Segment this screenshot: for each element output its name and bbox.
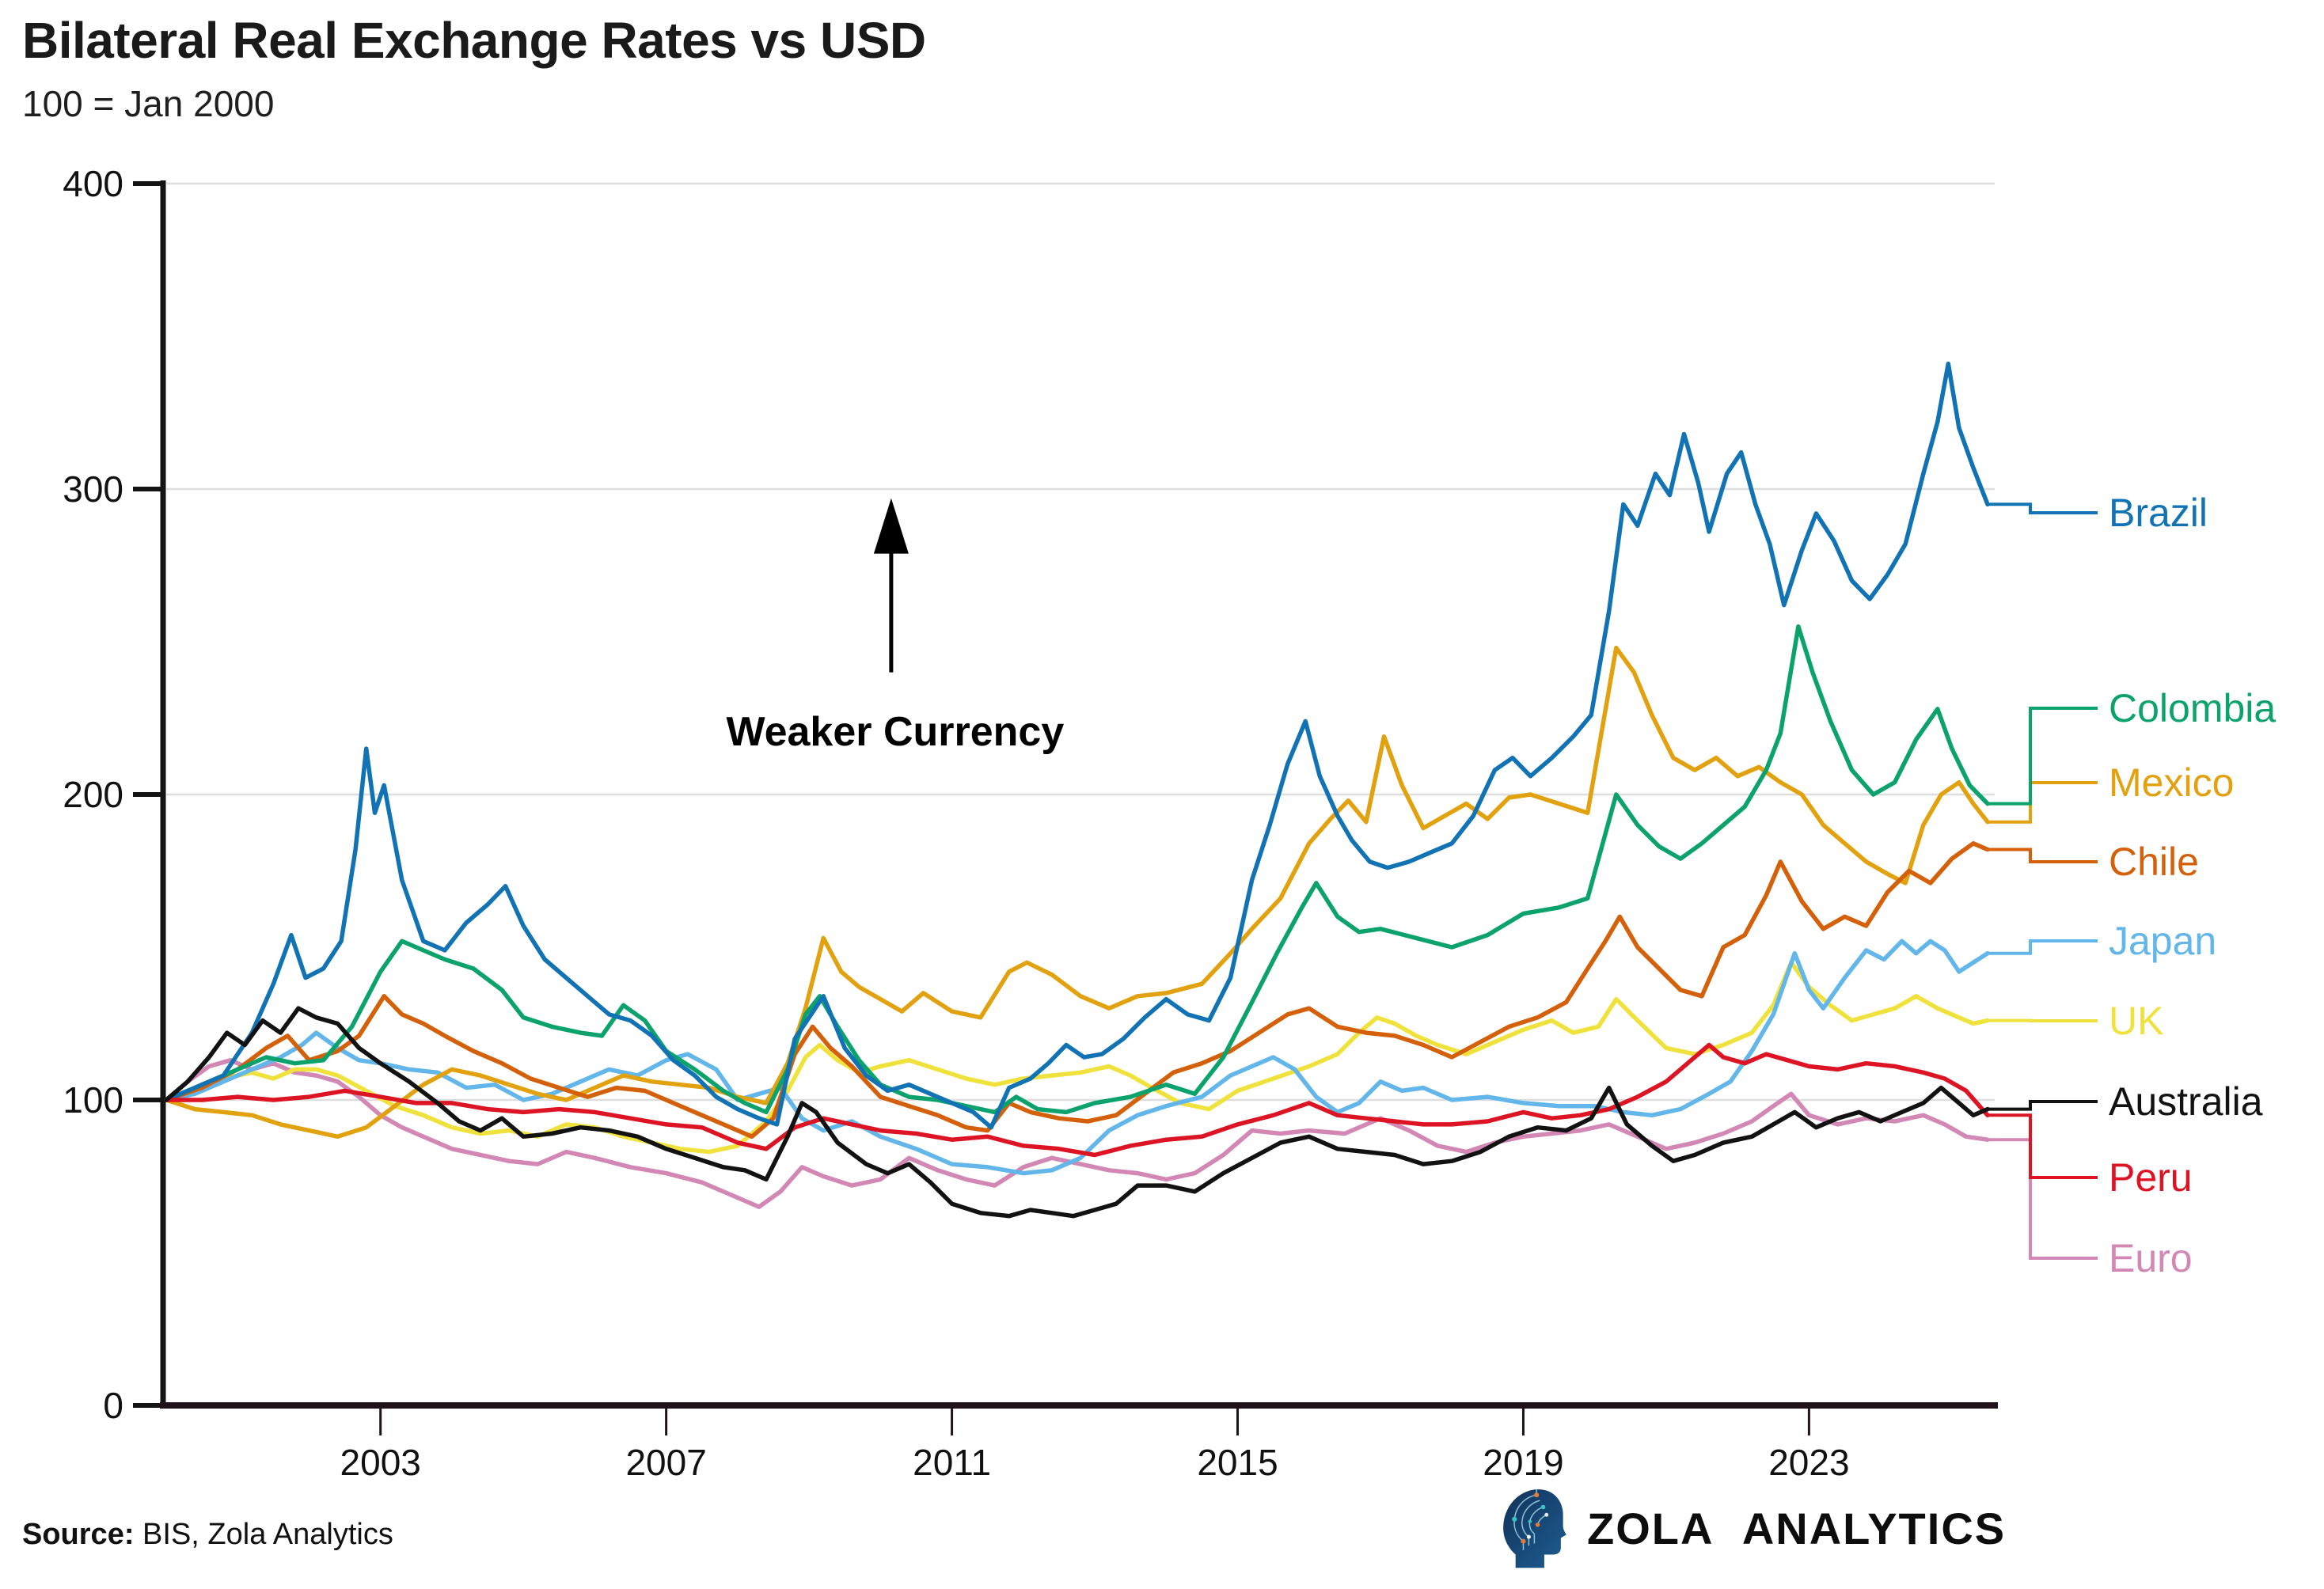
series-lines [164,361,1990,1219]
y-tick-label-0: 0 [103,1385,123,1426]
page-title: Bilateral Real Exchange Rates vs USD [22,12,926,69]
legend-connector-brazil [1988,502,2098,514]
legend-label-colombia: Colombia [2109,686,2276,730]
x-tick-label-2011: 2011 [913,1442,991,1483]
x-tick-label-2003: 2003 [340,1442,421,1483]
weaker-currency-label: Weaker Currency [726,709,1064,755]
head-silhouette [1503,1489,1566,1568]
source-line: Source: BIS, Zola Analytics [22,1518,393,1552]
legend: Euro UK Japan Mexico Chile Colombia Brazil Peru… [1988,491,2276,1280]
series-line-peru [164,1042,1990,1158]
legend-label-australia: Australia [2109,1079,2263,1124]
circuit-nodes [1512,1492,1549,1544]
series-line-euro [164,1058,1990,1209]
x-tick-label-2019: 2019 [1483,1442,1563,1483]
legend-label-uk: UK [2109,999,2163,1043]
legend-label-chile: Chile [2109,840,2199,884]
series-line-brazil [164,361,1990,1130]
y-tick-label-400: 400 [63,163,123,204]
legend-connector-peru [1988,1113,2098,1179]
x-tick-label-2023: 2023 [1768,1442,1849,1483]
legend-connector-colombia [1988,707,2098,806]
weaker-currency-arrow-head [873,498,909,554]
legend-label-japan: Japan [2109,919,2216,963]
y-tick-label-300: 300 [63,468,123,510]
y-tick-label-100: 100 [63,1079,123,1121]
y-tick-label-200: 200 [63,774,123,815]
series-line-australia [164,1006,1990,1219]
series-line-colombia [164,624,1990,1115]
legend-label-euro: Euro [2109,1236,2193,1280]
legend-connector-euro [1988,1138,2098,1260]
source-label: Source: [22,1518,135,1551]
series-line-mexico [164,645,1990,1140]
series-line-chile [164,841,1990,1140]
legend-label-mexico: Mexico [2109,760,2234,805]
axes: 0 100 200 300 400 2003 2007 2011 2015 2019 2023 [63,163,1998,1483]
brand-wordmark: ZOLA ANALYTICS [1587,1503,2007,1553]
legend-connector-chile [1988,848,2098,863]
legend-label-brazil: Brazil [2109,491,2208,535]
circuit-head-icon [1503,1489,1566,1568]
gridlines [166,182,1995,1102]
source-text: BIS, Zola Analytics [142,1518,393,1551]
x-tick-label-2007: 2007 [625,1442,706,1483]
annotation: Weaker Currency [726,498,1064,755]
series-line-japan [164,939,1990,1176]
legend-connector-japan [1988,939,2098,955]
legend-label-peru: Peru [2109,1155,2193,1200]
series-line-uk [164,960,1990,1155]
page-subtitle: 100 = Jan 2000 [22,83,275,124]
legend-connector-australia [1988,1100,2098,1111]
x-tick-label-2015: 2015 [1197,1442,1278,1483]
brand-logo: ZOLA ANALYTICS [1500,1486,2006,1570]
